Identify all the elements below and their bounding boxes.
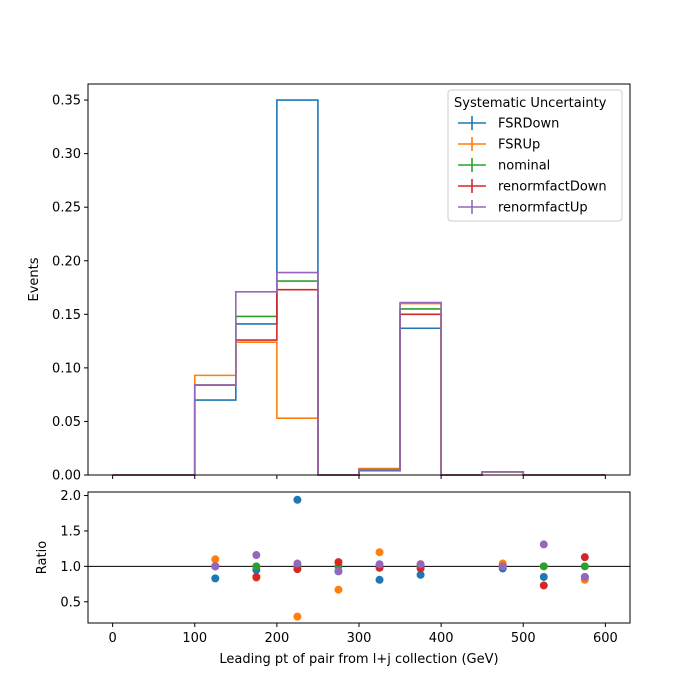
ratio-y-tick-label: 1.5 [60, 524, 81, 539]
x-axis-label: Leading pt of pair from l+j collection (… [219, 652, 498, 667]
ratio-point-renormfactDown [539, 581, 548, 590]
x-tick-label: 0 [108, 631, 116, 646]
ratio-point-renormfactUp [498, 562, 507, 571]
ratio-y-axis-label: Ratio [35, 541, 50, 574]
ratio-plot-panel: 0.5 1.0 1.5 2.0 0 100 200 300 400 500 600 Ratio L… [35, 489, 631, 667]
ratio-point-nominal [252, 562, 261, 571]
main-plot-panel: 0.00 0.05 0.10 0.15 0.20 0.25 0.30 0.35 Events [27, 83, 631, 484]
histogram-line-renormfactUp [112, 271, 606, 476]
ratio-point-renormfactUp [375, 560, 384, 569]
ratio-point-FSRUp [334, 585, 343, 594]
ratio-point-renormfactUp [334, 567, 343, 576]
ratio-point-FSRUp [211, 555, 220, 564]
main-y-tick-label: 0.20 [52, 254, 81, 269]
legend-label-renormfactDown: renormfactDown [498, 180, 607, 195]
x-tick-label: 100 [182, 631, 207, 646]
legend-box [447, 89, 623, 222]
legend-entries: FSRDown FSRUp nominal renormfactDown renormf… [458, 116, 607, 216]
ratio-point-renormfactUp [539, 540, 548, 549]
ratio-point-FSRDown [211, 574, 220, 583]
legend-label-FSRDown: FSRDown [498, 117, 559, 132]
ratio-point-FSRDown [375, 575, 384, 584]
legend-title: Systematic Uncertainty [454, 96, 607, 111]
main-y-tick-label: 0.35 [52, 94, 81, 109]
legend-label-FSRUp: FSRUp [498, 138, 540, 153]
ratio-point-renormfactUp [252, 551, 261, 560]
main-y-ticks: 0.00 0.05 0.10 0.15 0.20 0.25 0.30 0.35 [52, 94, 88, 484]
ratio-point-renormfactUp [416, 560, 425, 569]
main-y-tick-label: 0.15 [52, 308, 81, 323]
main-y-tick-label: 0.05 [52, 415, 81, 430]
main-y-tick-label: 0.00 [52, 469, 81, 484]
ratio-point-renormfactUp [211, 562, 220, 571]
ratio-points [211, 495, 589, 621]
legend-label-renormfactUp: renormfactUp [498, 201, 588, 216]
x-tick-label: 400 [429, 631, 454, 646]
main-y-axis-label: Events [27, 257, 42, 301]
ratio-y-tick-label: 0.5 [60, 595, 81, 610]
x-tick-label: 300 [347, 631, 372, 646]
ratio-point-nominal [539, 562, 548, 571]
ratio-point-FSRDown [539, 572, 548, 581]
ratio-x-ticks: 0 100 200 300 400 500 600 [108, 623, 618, 646]
main-y-tick-label: 0.25 [52, 201, 81, 216]
ratio-y-ticks: 0.5 1.0 1.5 2.0 [60, 489, 88, 610]
legend: Systematic Uncertainty FSRDown FSRUp nomin… [447, 89, 623, 222]
ratio-y-tick-label: 1.0 [60, 560, 81, 575]
ratio-point-renormfactUp [580, 572, 589, 581]
x-tick-label: 500 [511, 631, 536, 646]
ratio-point-renormfactDown [252, 572, 261, 581]
ratio-plot-frame [87, 491, 631, 624]
ratio-point-FSRDown [416, 570, 425, 579]
ratio-point-nominal [580, 562, 589, 571]
legend-label-nominal: nominal [498, 159, 550, 174]
ratio-point-FSRUp [293, 612, 302, 621]
ratio-point-renormfactDown [293, 565, 302, 574]
ratio-point-FSRUp [375, 548, 384, 557]
main-x-ticks [112, 475, 606, 479]
ratio-point-renormfactDown [580, 553, 589, 562]
main-histogram-series [112, 99, 606, 476]
ratio-point-renormfactUp [293, 559, 302, 568]
x-tick-label: 600 [593, 631, 618, 646]
ratio-point-FSRDown [293, 495, 302, 504]
main-y-tick-label: 0.30 [52, 147, 81, 162]
main-y-tick-label: 0.10 [52, 361, 81, 376]
main-plot-frame [87, 83, 631, 476]
ratio-y-tick-label: 2.0 [60, 489, 81, 504]
x-tick-label: 200 [264, 631, 289, 646]
ratio-point-renormfactDown [334, 558, 343, 567]
